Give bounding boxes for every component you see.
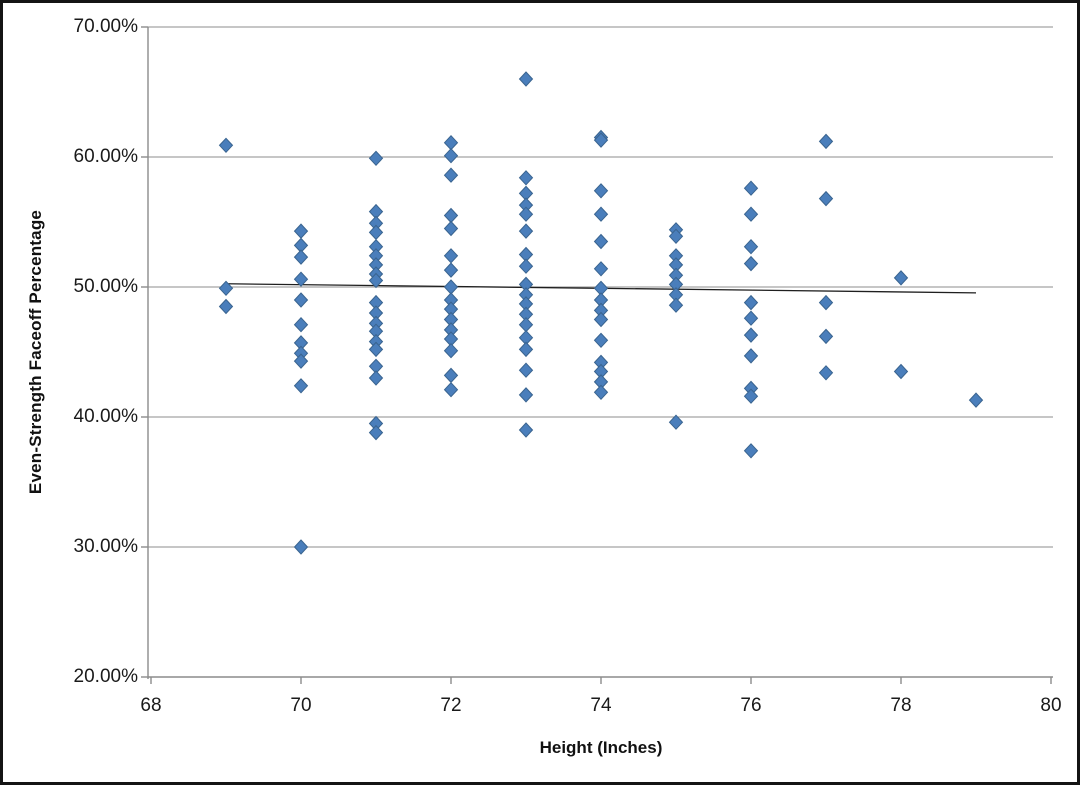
data-point: [893, 270, 909, 286]
data-point: [743, 443, 759, 459]
data-point: [743, 310, 759, 326]
data-point: [293, 249, 309, 265]
data-point: [518, 341, 534, 358]
data-point: [668, 414, 684, 430]
data-point: [818, 365, 834, 381]
y-tick-label: 50.00%: [73, 276, 138, 297]
x-tick-label: 80: [1040, 695, 1062, 716]
data-point: [893, 363, 909, 380]
data-point: [518, 258, 534, 274]
data-point: [443, 220, 459, 237]
x-tick-label: 78: [890, 695, 912, 716]
x-tick-label: 76: [740, 695, 762, 716]
data-point: [218, 298, 234, 315]
data-point: [443, 134, 459, 151]
data-point: [518, 223, 534, 239]
data-point: [518, 71, 534, 87]
data-point: [668, 297, 684, 313]
x-axis-title: Height (Inches): [539, 738, 663, 757]
data-point: [293, 353, 309, 369]
y-tick-label: 60.00%: [73, 146, 138, 167]
data-point: [593, 384, 609, 401]
data-point: [668, 228, 684, 245]
data-point: [443, 262, 459, 278]
data-point: [593, 183, 609, 199]
data-point: [818, 190, 834, 207]
x-tick-label: 68: [140, 695, 162, 716]
data-point: [443, 207, 459, 224]
data-point: [593, 311, 609, 328]
y-tick-label: 30.00%: [73, 536, 138, 557]
data-point: [743, 388, 759, 404]
data-point: [518, 387, 534, 403]
data-point: [368, 341, 384, 358]
data-point: [818, 133, 834, 150]
data-point: [368, 272, 384, 289]
data-point: [293, 316, 309, 333]
data-point: [443, 167, 459, 183]
x-tick-label: 74: [590, 695, 612, 716]
data-point: [968, 392, 984, 408]
data-point: [293, 539, 309, 555]
x-tick-label: 70: [290, 695, 312, 716]
data-point: [368, 224, 384, 241]
data-point: [743, 294, 759, 311]
data-point: [743, 180, 759, 196]
y-axis-title: Even-Strength Faceoff Percentage: [26, 209, 45, 495]
data-point: [818, 294, 834, 311]
data-point: [818, 328, 834, 345]
data-point: [593, 206, 609, 222]
data-point: [593, 132, 609, 148]
data-point: [518, 206, 534, 222]
data-point: [743, 327, 759, 343]
data-point: [743, 238, 759, 255]
data-point: [293, 378, 309, 394]
data-point: [518, 170, 534, 186]
y-tick-label: 40.00%: [73, 406, 138, 427]
y-tick-label: 20.00%: [73, 666, 138, 687]
data-point: [368, 424, 384, 441]
data-point: [443, 248, 459, 264]
data-point: [443, 381, 459, 398]
y-tick-label: 70.00%: [73, 16, 138, 37]
data-point: [368, 370, 384, 386]
data-point: [743, 255, 759, 272]
data-point: [593, 332, 609, 349]
data-point: [293, 223, 309, 239]
data-point: [443, 279, 459, 295]
data-point: [743, 206, 759, 222]
data-point: [593, 233, 609, 250]
data-point: [518, 422, 534, 438]
data-point: [443, 367, 459, 384]
data-point: [293, 271, 309, 287]
x-tick-label: 72: [440, 695, 462, 716]
data-point: [218, 280, 234, 297]
data-point: [743, 348, 759, 364]
data-point: [368, 150, 384, 167]
scatter-plot: [141, 26, 1053, 684]
data-point: [218, 137, 234, 154]
data-point: [443, 342, 459, 359]
data-point: [518, 362, 534, 378]
data-point: [593, 261, 609, 277]
data-point: [518, 316, 534, 333]
data-point: [443, 147, 459, 164]
data-point: [293, 292, 309, 308]
